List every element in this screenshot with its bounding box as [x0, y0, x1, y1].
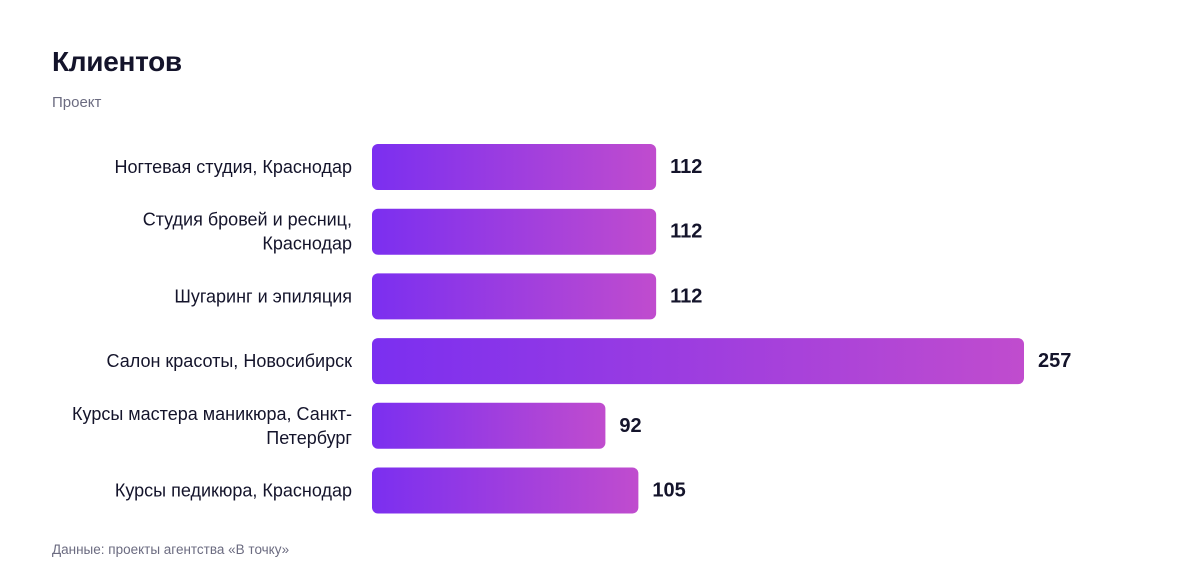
- bar: [372, 273, 657, 320]
- bar: [372, 144, 657, 190]
- category-label: Курсы мастера маникюра, Санкт-Петербург: [72, 404, 352, 448]
- bar-value-label: 105: [652, 480, 685, 502]
- bar-value-label: 112: [670, 156, 702, 178]
- bar-value-label: 257: [1038, 350, 1071, 372]
- bars-group: 112 Ногтевая студия, Краснодар 112 Студия б…: [72, 144, 1071, 514]
- category-label: Ногтевая студия, Краснодар: [115, 157, 353, 177]
- bar: [372, 208, 657, 255]
- bar: [372, 402, 606, 449]
- bar-value-label: 92: [619, 415, 641, 437]
- bar-value-label: 112: [670, 285, 702, 307]
- chart-subtitle: Проект: [52, 94, 102, 111]
- bar-value-label: 112: [670, 221, 702, 243]
- category-label: Курсы педикюра, Краснодар: [115, 481, 352, 501]
- bar: [372, 467, 639, 514]
- category-label: Шугаринг и эпиляция: [174, 286, 352, 306]
- chart-title: Клиентов: [52, 46, 182, 77]
- bar: [372, 338, 1024, 385]
- source-note: Данные: проекты агентства «В точку»: [52, 542, 290, 557]
- category-label: Салон красоты, Новосибирск: [107, 351, 353, 371]
- category-label: Студия бровей и ресниц, Краснодар: [143, 210, 352, 254]
